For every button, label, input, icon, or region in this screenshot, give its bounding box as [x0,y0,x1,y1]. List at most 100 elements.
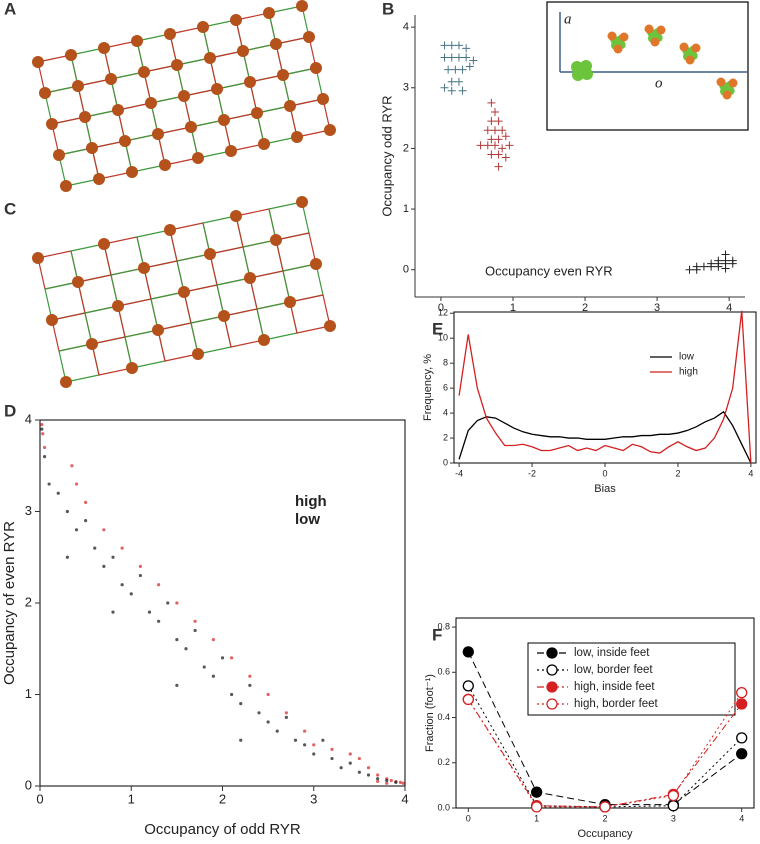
point [293,738,298,742]
marker [736,732,748,744]
lattice-node [65,49,77,61]
panel-letter: B [382,0,394,18]
panel-letter: D [4,401,16,420]
point [284,711,288,715]
point [394,780,398,784]
lattice-node [138,66,150,78]
marker [736,748,748,760]
lattice-node [284,100,296,112]
y-tick-label: 3 [403,82,409,94]
lattice-node [72,276,84,288]
lattice-node [164,28,176,40]
point [74,482,79,486]
point [469,56,478,65]
y-tick-label: 0 [25,777,32,792]
inset: a o [546,1,749,131]
point [714,262,723,271]
lattice-node [192,348,204,360]
x-tick-label: 4 [401,791,408,806]
lattice-node [237,45,249,57]
point [239,702,243,706]
point [40,422,44,427]
blob-orange [728,78,738,88]
point [494,135,503,144]
legend-label: low [295,511,320,528]
point [138,564,142,569]
legend-label: high, border feet [574,698,659,710]
x-axis-label: Occupancy of odd RYR [144,821,301,838]
point [483,126,492,135]
lattice-node [93,173,105,185]
point [376,773,380,777]
x-tick-label: 4 [748,468,753,478]
point [721,264,730,273]
panel-letter: C [4,199,16,218]
x-tick-label: 1 [534,813,539,823]
point [707,262,716,271]
y-tick-label: 0.6 [437,667,450,677]
series-line [458,410,752,464]
x-tick-label: 1 [510,302,516,314]
legend-label: high, inside feet [574,681,655,693]
point [401,781,405,785]
point [483,141,492,150]
lattice-node [112,300,124,312]
point [275,729,279,733]
legend-label: high [679,367,698,378]
y-tick-label: 8 [443,358,448,368]
lattice-node [192,152,204,164]
point [175,601,179,605]
blob-green [650,30,660,40]
point [193,628,197,633]
point [385,778,389,783]
inset-label: o [655,75,663,91]
legend-label: low, inside feet [574,647,650,659]
x-tick-label: -4 [455,468,463,478]
series-line [458,310,752,464]
x-axis-label: Occupancy [577,828,633,840]
legend-marker [546,647,558,659]
y-tick-label: 0.8 [437,621,450,631]
y-tick-label: 0 [443,457,448,467]
y-tick-label: 4 [25,411,32,426]
lattice-node [197,21,209,33]
point [42,445,47,450]
point [202,665,206,669]
y-tick-label: 0 [403,264,409,276]
lattice-node [291,131,303,143]
point [266,692,270,697]
point [147,610,152,614]
lattice-node [230,14,242,26]
point [42,455,47,459]
lattice-node [218,310,230,322]
lattice-node [244,76,256,88]
lattice-node [126,362,138,374]
lattice-node [53,149,65,161]
point [476,141,485,150]
lattice-node [79,111,91,123]
point [248,674,252,678]
y-axis-label: Frequency, % [422,354,434,421]
x-tick-label: 2 [675,468,680,478]
point [184,647,188,651]
lattice-c [32,196,336,388]
lattice-node [72,80,84,92]
marker [736,698,748,710]
point [487,135,496,144]
lattice-node [152,128,164,140]
lattice-node [185,121,197,133]
point [357,770,361,774]
point [494,150,503,159]
lattice-node [310,62,322,74]
lattice-node [131,35,143,47]
lattice-node [178,90,190,102]
y-axis-label: Fraction (foot⁻¹) [424,674,436,752]
point [70,464,74,468]
point [312,743,316,747]
point [357,756,361,761]
point [266,720,270,724]
point [454,53,463,62]
point [498,126,507,135]
x-tick-label: 2 [219,791,226,806]
